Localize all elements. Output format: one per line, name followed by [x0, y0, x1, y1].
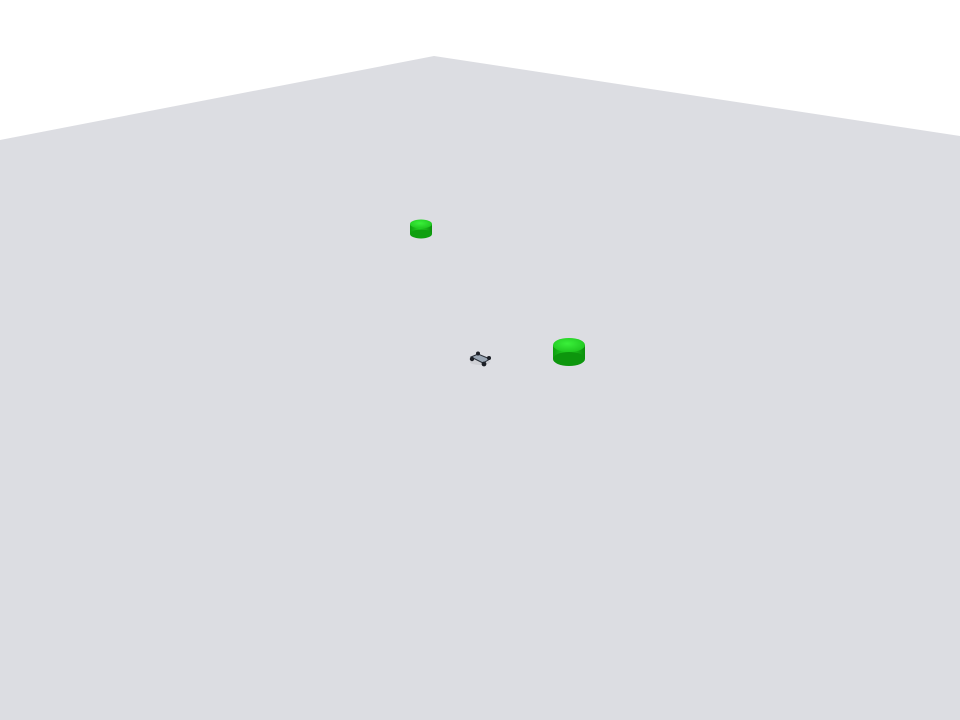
- robot-vehicle: [469, 351, 492, 367]
- target-cylinder-near: [553, 338, 585, 366]
- ground-plane: [0, 56, 960, 720]
- target-cylinder-far: [410, 219, 432, 239]
